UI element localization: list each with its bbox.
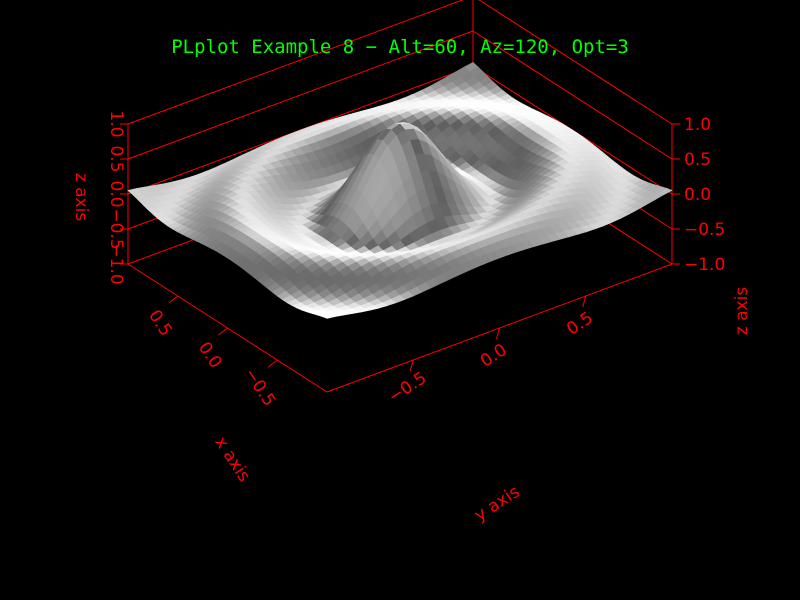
y-tick-mark (409, 359, 414, 372)
z-axis-label-right: z axis (732, 287, 752, 336)
back-wall-line (127, 30, 474, 160)
z-axis-label-left: z axis (71, 173, 91, 222)
z-tick-label-left: 1.0 (106, 110, 126, 137)
z-tick-label-left: 0.0 (106, 180, 126, 207)
z-tick-label-left: 0.5 (106, 145, 126, 172)
x-tick-mark (218, 327, 228, 336)
z-tick-label-right: 0.5 (684, 150, 711, 170)
z-tick-label-right: 0.0 (684, 185, 711, 205)
z-tick-label-left: −0.5 (106, 208, 126, 249)
y-tick-mark (582, 295, 587, 308)
z-tick-label-right: 1.0 (684, 115, 711, 135)
chart-title: PLplot Example 8 − Alt=60, Az=120, Opt=3 (171, 36, 629, 58)
z-tick-label-left: −1.0 (106, 243, 126, 284)
x-tick-mark (168, 295, 179, 304)
z-tick-label-right: −0.5 (684, 220, 725, 240)
back-wall-line (478, 0, 673, 125)
surface-facet (320, 314, 336, 319)
surface-plot (127, 62, 673, 319)
back-wall-line (127, 0, 464, 125)
z-tick-label-right: −1.0 (684, 255, 725, 275)
x-tick-mark (267, 359, 278, 368)
back-wall-line (472, 30, 673, 160)
y-tick-mark (496, 327, 500, 340)
